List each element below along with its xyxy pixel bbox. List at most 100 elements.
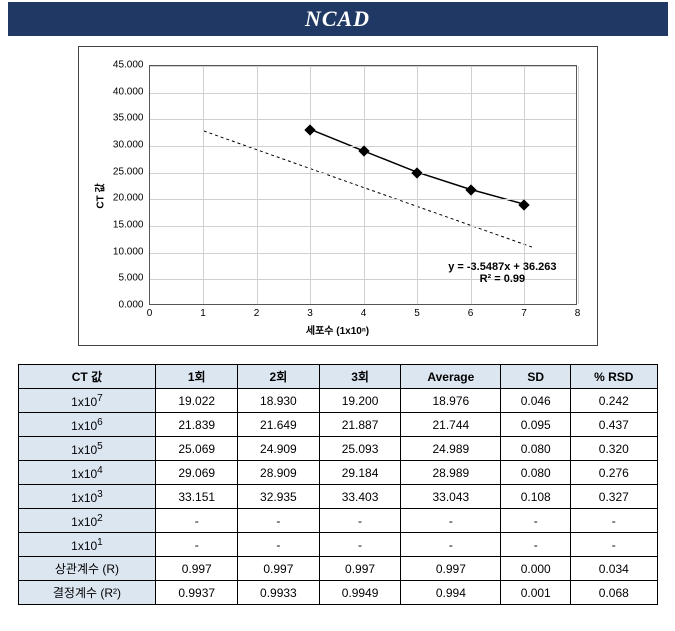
cell: 24.989 — [401, 437, 501, 461]
row-label: 1x104 — [18, 461, 156, 485]
y-tick: 40.000 — [89, 86, 144, 97]
data-marker — [411, 167, 422, 178]
cell: - — [238, 509, 320, 533]
cell: - — [156, 509, 238, 533]
cell: 18.930 — [238, 389, 320, 413]
row-label: 1x107 — [18, 389, 156, 413]
cell: 18.976 — [401, 389, 501, 413]
data-table: CT 값1회2회3회AverageSD% RSD 1x10719.02218.9… — [18, 364, 658, 605]
cell: - — [319, 509, 401, 533]
y-tick: 25.000 — [89, 166, 144, 177]
y-tick: 10.000 — [89, 246, 144, 257]
cell: 0.080 — [501, 461, 571, 485]
x-tick: 5 — [414, 308, 420, 319]
table-row: 1x10719.02218.93019.20018.9760.0460.242 — [18, 389, 657, 413]
cell: 0.997 — [238, 557, 320, 581]
cell: 0.000 — [501, 557, 571, 581]
cell: 0.9937 — [156, 581, 238, 605]
y-tick: 30.000 — [89, 140, 144, 151]
col-header: 1회 — [156, 365, 238, 389]
cell: 33.043 — [401, 485, 501, 509]
row-label: 결정계수 (R²) — [18, 581, 156, 605]
cell: 0.437 — [571, 413, 657, 437]
x-tick: 7 — [521, 308, 527, 319]
equation-text: y = -3.5487x + 36.263 R² = 0.99 — [448, 261, 556, 285]
cell: 0.046 — [501, 389, 571, 413]
cell: 0.9933 — [238, 581, 320, 605]
row-label: 1x103 — [18, 485, 156, 509]
table-row: 1x10525.06924.90925.09324.9890.0800.320 — [18, 437, 657, 461]
x-tick: 2 — [254, 308, 260, 319]
cell: 19.022 — [156, 389, 238, 413]
data-marker — [465, 184, 476, 195]
y-tick: 15.000 — [89, 220, 144, 231]
col-header: CT 값 — [18, 365, 156, 389]
col-header: 2회 — [238, 365, 320, 389]
y-tick: 20.000 — [89, 193, 144, 204]
table-row: 상관계수 (R)0.9970.9970.9970.9970.0000.034 — [18, 557, 657, 581]
cell: 28.989 — [401, 461, 501, 485]
cell: 0.320 — [571, 437, 657, 461]
cell: 29.184 — [319, 461, 401, 485]
cell: 24.909 — [238, 437, 320, 461]
cell: 0.108 — [501, 485, 571, 509]
col-header: SD — [501, 365, 571, 389]
cell: - — [401, 509, 501, 533]
cell: - — [501, 533, 571, 557]
cell: 0.034 — [571, 557, 657, 581]
table-row: 1x101------ — [18, 533, 657, 557]
row-label: 상관계수 (R) — [18, 557, 156, 581]
ct-chart: 012345678 CT 값 세포수 (1x10ⁿ) y = -3.5487x … — [78, 46, 598, 346]
table-row: 1x102------ — [18, 509, 657, 533]
cell: 33.403 — [319, 485, 401, 509]
row-label: 1x105 — [18, 437, 156, 461]
cell: 21.887 — [319, 413, 401, 437]
table-header-row: CT 값1회2회3회AverageSD% RSD — [18, 365, 657, 389]
cell: - — [156, 533, 238, 557]
cell: 21.744 — [401, 413, 501, 437]
y-tick: 0.000 — [89, 300, 144, 311]
y-tick: 45.000 — [89, 60, 144, 71]
cell: 0.095 — [501, 413, 571, 437]
x-tick: 4 — [361, 308, 367, 319]
row-label: 1x101 — [18, 533, 156, 557]
cell: 29.069 — [156, 461, 238, 485]
data-marker — [518, 199, 529, 210]
table-row: 1x10333.15132.93533.40333.0430.1080.327 — [18, 485, 657, 509]
x-tick: 6 — [468, 308, 474, 319]
equation-line1: y = -3.5487x + 36.263 — [448, 261, 556, 273]
data-line — [309, 129, 521, 203]
row-label: 1x106 — [18, 413, 156, 437]
cell: 0.994 — [401, 581, 501, 605]
cell: 21.649 — [238, 413, 320, 437]
cell: - — [319, 533, 401, 557]
cell: - — [238, 533, 320, 557]
table-row: 1x10621.83921.64921.88721.7440.0950.437 — [18, 413, 657, 437]
y-tick: 35.000 — [89, 113, 144, 124]
cell: 0.9949 — [319, 581, 401, 605]
data-marker — [358, 146, 369, 157]
cell: 33.151 — [156, 485, 238, 509]
table-body: 1x10719.02218.93019.20018.9760.0460.2421… — [18, 389, 657, 605]
x-tick: 8 — [575, 308, 581, 319]
cell: 19.200 — [319, 389, 401, 413]
cell: 0.242 — [571, 389, 657, 413]
cell: 0.997 — [156, 557, 238, 581]
cell: 28.909 — [238, 461, 320, 485]
col-header: 3회 — [319, 365, 401, 389]
cell: 32.935 — [238, 485, 320, 509]
cell: - — [571, 533, 657, 557]
equation-line2: R² = 0.99 — [448, 273, 556, 285]
cell: 0.997 — [401, 557, 501, 581]
cell: - — [401, 533, 501, 557]
x-tick: 1 — [200, 308, 206, 319]
cell: 0.068 — [571, 581, 657, 605]
cell: 25.069 — [156, 437, 238, 461]
col-header: % RSD — [571, 365, 657, 389]
cell: 0.327 — [571, 485, 657, 509]
table-row: 1x10429.06928.90929.18428.9890.0800.276 — [18, 461, 657, 485]
x-axis-label: 세포수 (1x10ⁿ) — [306, 322, 369, 337]
x-tick: 3 — [307, 308, 313, 319]
cell: - — [571, 509, 657, 533]
cell: 0.276 — [571, 461, 657, 485]
